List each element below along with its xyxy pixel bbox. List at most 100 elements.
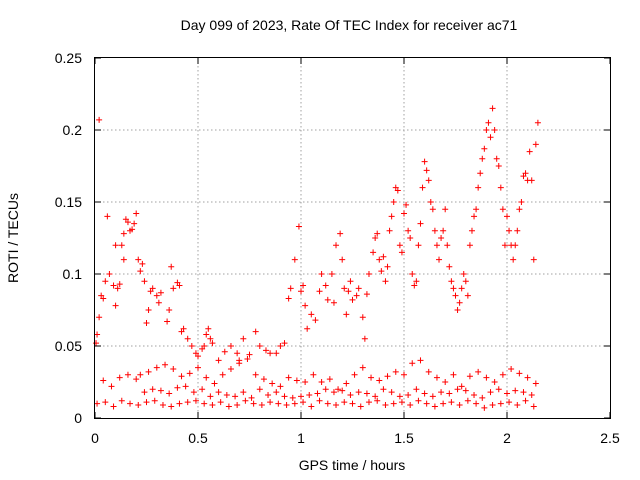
data-point bbox=[94, 331, 101, 338]
data-point bbox=[405, 391, 412, 398]
data-point bbox=[407, 402, 414, 409]
data-point bbox=[139, 260, 146, 267]
data-point bbox=[135, 256, 142, 263]
data-point bbox=[131, 220, 138, 227]
data-point bbox=[365, 399, 372, 406]
data-point bbox=[124, 219, 131, 226]
data-point bbox=[153, 292, 160, 299]
data-point bbox=[409, 271, 416, 277]
data-point bbox=[448, 278, 455, 285]
data-point bbox=[376, 377, 383, 384]
data-point bbox=[227, 366, 234, 373]
data-point bbox=[458, 383, 465, 390]
data-point bbox=[267, 399, 274, 406]
data-point bbox=[295, 223, 302, 230]
data-point bbox=[438, 235, 445, 241]
data-point bbox=[431, 403, 438, 410]
data-point bbox=[403, 201, 410, 208]
data-point bbox=[501, 242, 508, 249]
data-point bbox=[368, 374, 375, 381]
y-tick-label: 0.2 bbox=[63, 122, 83, 138]
data-point bbox=[382, 278, 389, 285]
data-point bbox=[421, 390, 428, 397]
data-point bbox=[413, 386, 420, 393]
data-point bbox=[145, 307, 152, 313]
data-point bbox=[143, 399, 150, 406]
data-point bbox=[184, 399, 191, 406]
data-point bbox=[475, 368, 482, 375]
data-point bbox=[102, 399, 109, 406]
data-point bbox=[205, 325, 212, 332]
data-point bbox=[454, 307, 461, 313]
data-point bbox=[446, 263, 453, 270]
data-point bbox=[141, 278, 148, 285]
data-point bbox=[318, 271, 325, 277]
data-point bbox=[215, 389, 222, 396]
y-tick-label: 0.15 bbox=[55, 194, 82, 210]
data-point bbox=[473, 206, 480, 213]
data-point bbox=[392, 368, 399, 375]
data-point bbox=[483, 127, 490, 133]
data-point bbox=[440, 227, 447, 234]
data-point bbox=[409, 360, 416, 367]
data-point bbox=[94, 400, 101, 407]
data-point bbox=[207, 335, 214, 342]
data-point bbox=[225, 403, 232, 410]
data-point bbox=[256, 343, 263, 349]
data-point bbox=[384, 263, 391, 270]
data-point bbox=[421, 158, 428, 165]
data-point bbox=[473, 400, 480, 407]
data-point bbox=[217, 399, 224, 406]
data-point bbox=[318, 379, 325, 385]
data-point bbox=[363, 291, 370, 298]
data-point bbox=[431, 227, 438, 234]
data-point bbox=[401, 210, 407, 217]
data-point bbox=[429, 393, 436, 400]
data-point bbox=[129, 226, 136, 233]
data-point bbox=[201, 400, 208, 407]
data-point bbox=[394, 187, 401, 194]
data-point bbox=[302, 379, 309, 385]
data-point bbox=[112, 302, 119, 309]
data-point bbox=[246, 351, 253, 358]
data-point bbox=[308, 311, 315, 318]
data-point bbox=[382, 402, 389, 409]
data-point bbox=[316, 397, 323, 404]
data-point bbox=[153, 364, 160, 371]
data-point bbox=[289, 394, 296, 401]
data-point bbox=[359, 314, 366, 321]
data-point bbox=[510, 256, 517, 263]
x-tick-label: 2 bbox=[503, 430, 511, 446]
data-point bbox=[176, 282, 183, 289]
data-point bbox=[275, 400, 282, 407]
data-point bbox=[481, 145, 488, 152]
data-point bbox=[283, 402, 290, 409]
data-point bbox=[413, 278, 420, 285]
data-point bbox=[512, 242, 519, 249]
data-point bbox=[100, 295, 107, 302]
data-point bbox=[514, 227, 521, 234]
data-point bbox=[450, 371, 457, 378]
data-point bbox=[151, 397, 158, 404]
data-point bbox=[390, 400, 397, 407]
data-point bbox=[468, 227, 475, 234]
data-point bbox=[526, 148, 533, 155]
data-point bbox=[141, 389, 148, 396]
data-point bbox=[252, 328, 259, 335]
data-point bbox=[376, 256, 383, 263]
data-point bbox=[322, 386, 329, 393]
data-point bbox=[155, 299, 162, 306]
data-point bbox=[333, 242, 340, 249]
data-point bbox=[456, 402, 463, 409]
data-point bbox=[471, 391, 478, 398]
data-point bbox=[209, 340, 216, 347]
data-point bbox=[407, 235, 414, 241]
data-point bbox=[164, 318, 171, 325]
data-point bbox=[201, 343, 208, 349]
data-point bbox=[203, 374, 210, 381]
data-point bbox=[339, 256, 346, 263]
data-point bbox=[159, 402, 166, 409]
data-point bbox=[380, 386, 387, 393]
data-point bbox=[310, 371, 317, 378]
data-point bbox=[312, 317, 319, 324]
